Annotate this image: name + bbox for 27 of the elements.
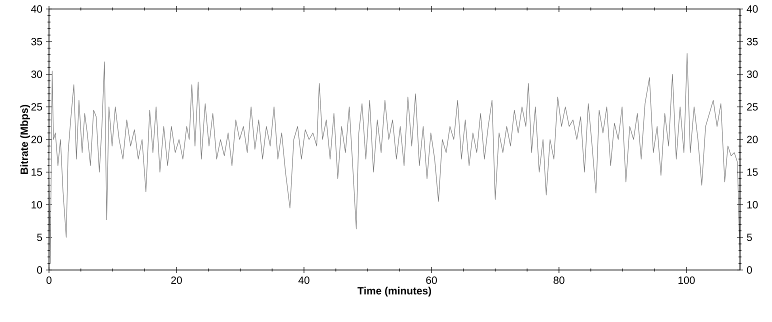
y2-tick-label: 20	[747, 136, 758, 144]
y2-tick-label: 40	[746, 5, 758, 13]
y-tick-label: 40	[31, 5, 42, 13]
x-tick-label: 40	[298, 276, 310, 284]
y2-tick-label: 0	[746, 266, 752, 274]
y2-tick-label: 30	[746, 70, 758, 78]
y-tick-label: 5	[37, 234, 42, 242]
x-tick-label: 20	[171, 276, 182, 284]
y-axis-title: Bitrate (Mbps)	[20, 104, 30, 174]
y2-tick-label: 10	[747, 201, 758, 208]
x-tick-label: 0	[46, 276, 52, 284]
y2-tick-label: 25	[747, 103, 758, 111]
line-series	[49, 53, 740, 264]
y-tick-label: 20	[31, 136, 42, 144]
y-tick-label: 35	[31, 38, 42, 46]
y2-tick-label: 15	[747, 168, 758, 176]
x-axis-title: Time (minutes)	[358, 286, 432, 297]
y-tick-label: 10	[32, 201, 42, 208]
y-tick-label: 15	[32, 168, 42, 176]
y2-tick-label: 5	[746, 234, 752, 242]
x-tick-label: 80	[554, 276, 564, 284]
x-tick-label: 100	[678, 276, 695, 284]
x-tick-label: 60	[426, 276, 437, 284]
y-tick-label: 25	[31, 103, 42, 111]
y2-tick-label: 35	[746, 38, 758, 46]
y-tick-label: 0	[37, 266, 42, 274]
y-tick-label: 30	[31, 70, 42, 78]
